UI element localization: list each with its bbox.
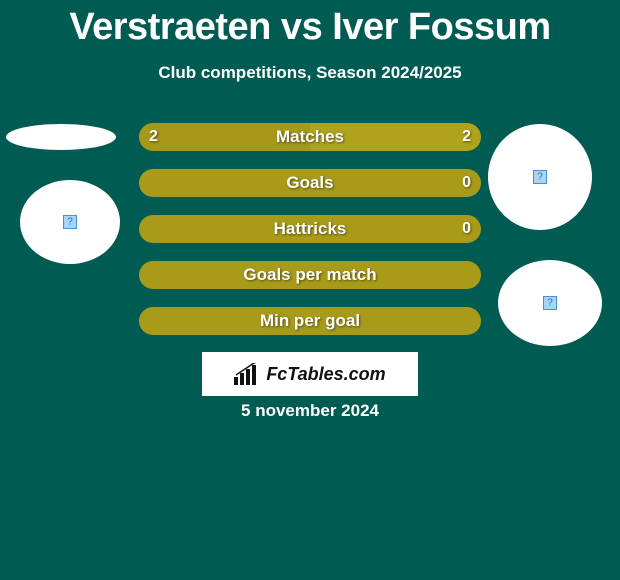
player-avatar-right-1 [488, 124, 592, 230]
badge-text: FcTables.com [266, 364, 385, 385]
stat-label: Matches [276, 127, 344, 147]
stat-label: Hattricks [274, 219, 347, 239]
stat-left-value: 2 [149, 128, 158, 146]
stat-rows: 2 Matches 2 Goals 0 Hattricks 0 Goals per match… [139, 123, 481, 335]
placeholder-icon [533, 170, 547, 184]
player-avatar-left [20, 180, 120, 264]
stat-label: Min per goal [260, 311, 360, 331]
player-avatar-right-2 [498, 260, 602, 346]
page-subtitle: Club competitions, Season 2024/2025 [0, 63, 620, 83]
stat-right-value: 0 [462, 174, 471, 192]
stat-right-value: 0 [462, 220, 471, 238]
site-badge: FcTables.com [202, 352, 418, 396]
stat-label: Goals [286, 173, 333, 193]
placeholder-icon [543, 296, 557, 310]
stat-row: 2 Matches 2 [139, 123, 481, 151]
placeholder-icon [63, 215, 77, 229]
stat-label: Goals per match [243, 265, 376, 285]
stat-right-value: 2 [462, 128, 471, 146]
stat-row: Hattricks 0 [139, 215, 481, 243]
barchart-icon [234, 363, 262, 385]
stat-row: Goals per match [139, 261, 481, 289]
stat-row: Min per goal [139, 307, 481, 335]
decorative-ellipse [6, 124, 116, 150]
page-title: Verstraeten vs Iver Fossum [0, 0, 620, 49]
stat-row: Goals 0 [139, 169, 481, 197]
snapshot-date: 5 november 2024 [0, 401, 620, 421]
